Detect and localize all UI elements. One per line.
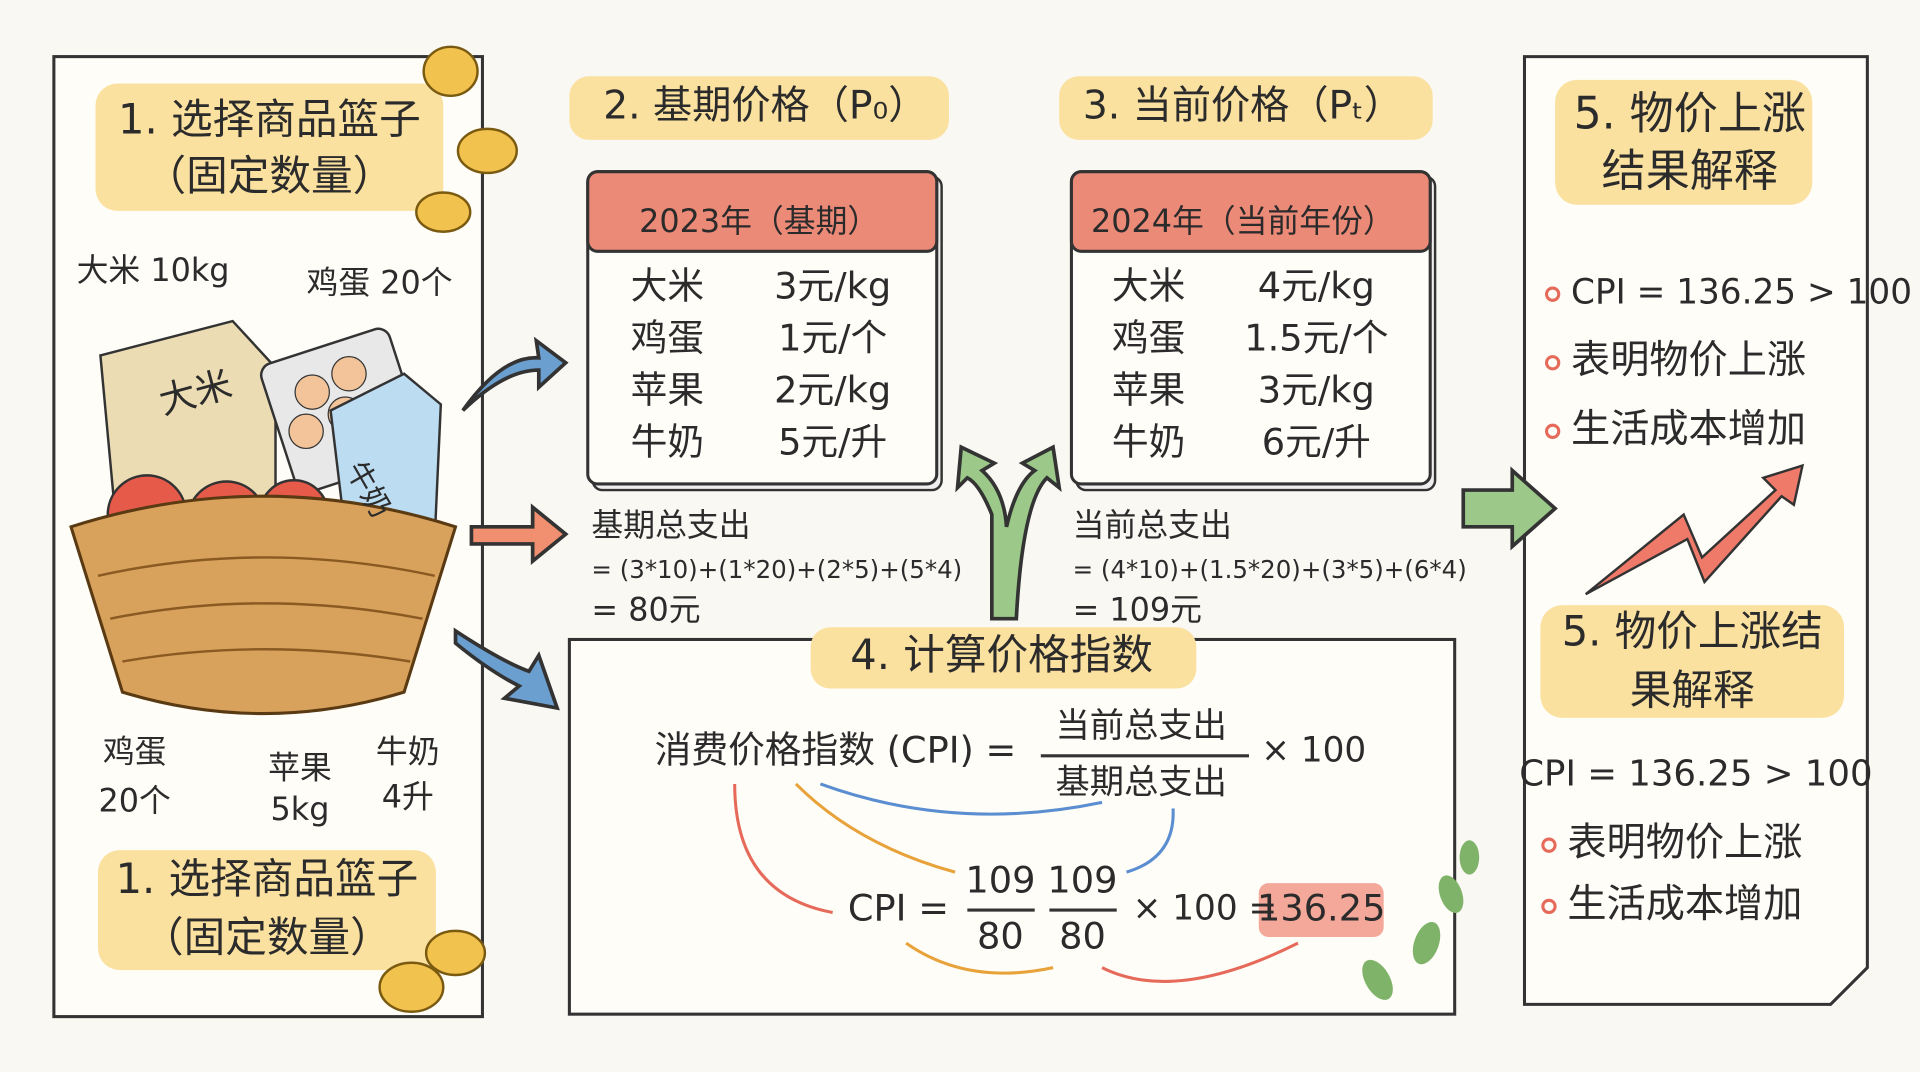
price: 1.5元/个 <box>1244 317 1388 360</box>
title: 5. 物价上涨 <box>1574 89 1806 140</box>
price: 1元/个 <box>778 317 887 360</box>
title: 5. 物价上涨结 <box>1562 607 1823 656</box>
title: 结果解释 <box>1602 146 1778 197</box>
item-label: 4升 <box>382 778 434 816</box>
formula-text: CPI = <box>848 887 949 930</box>
formula: = (4*10)+(1.5*20)+(3*5)+(6*4) <box>1073 555 1467 584</box>
price: 5元/升 <box>778 421 887 464</box>
highlight <box>810 627 1197 689</box>
plant <box>1362 840 1480 1000</box>
highlight <box>97 850 436 971</box>
price: 4元/kg <box>1258 265 1375 308</box>
title: 2. 基期价格（P₀） <box>603 84 927 129</box>
item-name: 牛奶 <box>631 421 704 464</box>
multiplier: × 100 <box>1261 731 1366 771</box>
result: = 80元 <box>591 590 700 628</box>
result: 136.25 <box>1257 887 1385 930</box>
calendar-header: 2024年（当前年份） <box>1091 202 1395 240</box>
title: 果解释 <box>1630 665 1755 714</box>
denominator: 80 <box>1059 915 1106 958</box>
calendar-header: 2023年（基期） <box>639 202 879 240</box>
bullet: CPI = 136.25 > 100 <box>1571 273 1912 313</box>
calendar-header <box>1069 170 1432 253</box>
item-name: 鸡蛋 <box>631 317 704 360</box>
item-label: 大米 10kg <box>77 251 230 289</box>
formula-text: × 100 = <box>1133 889 1278 929</box>
result: = 109元 <box>1073 590 1202 628</box>
item-label: 5kg <box>271 790 330 828</box>
total-label: 当前总支出 <box>1073 506 1232 544</box>
item-name: 苹果 <box>631 369 704 412</box>
coins <box>378 45 518 1013</box>
total-label: 基期总支出 <box>591 506 750 544</box>
statement: CPI = 136.25 > 100 <box>1519 753 1872 794</box>
item-name: 牛奶 <box>1112 421 1185 464</box>
bullet: 生活成本增加 <box>1571 407 1806 452</box>
bullet-dot <box>1545 355 1561 371</box>
index-panel <box>567 637 1457 1016</box>
item-label: 苹果 <box>268 748 332 786</box>
price: 2元/kg <box>774 369 891 412</box>
bullet-dot <box>1541 837 1557 853</box>
item-label: 牛奶 <box>376 732 440 770</box>
item-label: 鸡蛋 <box>103 732 167 770</box>
numerator: 109 <box>965 858 1035 901</box>
bullet-dot <box>1545 423 1561 439</box>
price: 6元/升 <box>1262 421 1371 464</box>
highlight <box>1059 76 1433 140</box>
bullet: 生活成本增加 <box>1567 882 1802 927</box>
calendar-header <box>586 170 939 253</box>
numerator: 当前总支出 <box>1056 706 1227 746</box>
conclusion-panel <box>1522 55 1869 1006</box>
basket-illustration <box>69 319 458 716</box>
formula: = (3*10)+(1*20)+(2*5)+(5*4) <box>591 555 962 584</box>
title: 1. 选择商品篮子 <box>118 95 421 144</box>
item-label: 20个 <box>99 781 171 819</box>
result-highlight <box>1258 883 1384 938</box>
price: 3元/kg <box>1258 369 1375 412</box>
price: 3元/kg <box>774 265 891 308</box>
formula-text: 消费价格指数 (CPI) = <box>655 729 1017 772</box>
highlight <box>95 83 444 211</box>
title: （固定数量） <box>145 151 395 200</box>
bullet: 表明物价上涨 <box>1571 338 1806 383</box>
numerator: 109 <box>1047 858 1117 901</box>
flow-arrows <box>453 336 1558 711</box>
highlight <box>1540 605 1845 718</box>
item-name: 鸡蛋 <box>1112 317 1185 360</box>
item-label: 鸡蛋 20个 <box>307 263 453 301</box>
rising-arrow <box>1584 463 1805 596</box>
highlight <box>1555 79 1813 205</box>
denominator: 基期总支出 <box>1056 762 1227 802</box>
formula-arrows <box>733 782 1299 983</box>
title: 4. 计算价格指数 <box>850 630 1153 679</box>
item-name: 苹果 <box>1112 369 1185 412</box>
item-name: 大米 <box>631 265 704 308</box>
bullet-dot <box>1541 898 1557 915</box>
title: （固定数量） <box>142 913 392 962</box>
bullet: 表明物价上涨 <box>1567 821 1802 866</box>
title: 1. 选择商品篮子 <box>116 854 419 903</box>
item-name: 大米 <box>1112 265 1185 308</box>
highlight <box>569 76 949 140</box>
title: 3. 当前价格（Pₜ） <box>1083 84 1403 129</box>
denominator: 80 <box>977 915 1024 958</box>
bullet-dot <box>1545 286 1561 302</box>
